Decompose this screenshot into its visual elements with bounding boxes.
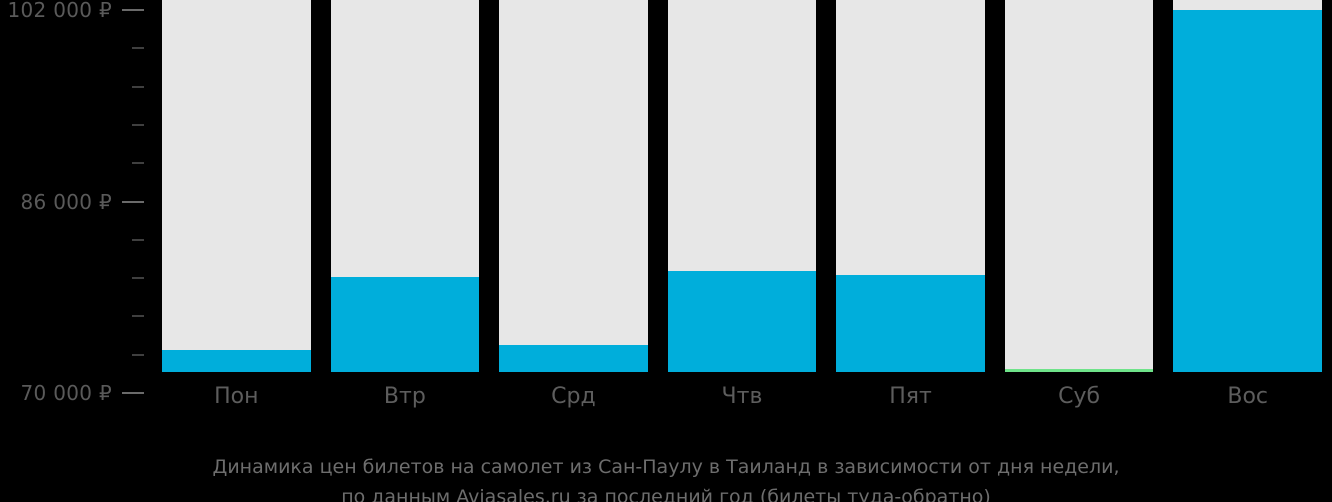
y-axis-tick-minor	[132, 47, 144, 50]
y-axis-tick-minor	[132, 238, 144, 241]
bar-value[interactable]	[330, 276, 480, 372]
x-axis-label-втр: Втр	[383, 384, 426, 409]
y-axis-tick-minor	[132, 85, 144, 88]
plot-area	[152, 0, 1332, 372]
x-axis-label-чтв: Чтв	[721, 384, 763, 409]
x-axis-label-пон: Пон	[214, 384, 259, 409]
y-axis-label-min: 70 000 ₽	[20, 381, 112, 405]
bar-value[interactable]	[667, 270, 817, 372]
bar-column[interactable]	[1004, 0, 1154, 372]
bar-column[interactable]	[499, 0, 648, 372]
bar-value[interactable]	[1004, 369, 1154, 372]
x-axis-label-пят: Пят	[889, 384, 932, 409]
y-axis-tick-minor	[132, 277, 144, 280]
bar-column[interactable]	[1173, 0, 1322, 372]
y-axis-tick-minor	[132, 123, 144, 126]
bar-value[interactable]	[1173, 10, 1322, 372]
y-axis-tick-major	[122, 392, 144, 394]
bar-column[interactable]	[667, 0, 817, 372]
bar-value[interactable]	[499, 345, 648, 372]
bar-value[interactable]	[162, 349, 311, 372]
bar-track	[1004, 0, 1154, 372]
bar-track	[499, 0, 648, 372]
x-axis-label-вос: Вос	[1227, 384, 1269, 409]
y-axis-tick-minor	[132, 315, 144, 318]
y-axis-label-mid: 86 000 ₽	[20, 189, 112, 214]
caption-line-1: Динамика цен билетов на самолет из Сан-П…	[212, 456, 1120, 478]
caption-line-2: по данным Aviasales.ru за последний год …	[341, 486, 991, 502]
bar-value[interactable]	[836, 274, 985, 372]
y-axis-tick-minor	[132, 353, 144, 356]
bar-column[interactable]	[162, 0, 311, 372]
bar-column[interactable]	[330, 0, 480, 372]
y-axis-label-max: 102 000 ₽	[7, 0, 112, 22]
bar-column[interactable]	[836, 0, 985, 372]
bar-track	[162, 0, 311, 372]
chart-caption: Динамика цен билетов на самолет из Сан-П…	[0, 452, 1332, 502]
y-axis-tick-major	[122, 9, 144, 11]
y-axis-tick-minor	[132, 162, 144, 165]
x-axis-label-срд: Срд	[551, 384, 596, 409]
y-axis: 102 000 ₽ 86 000 ₽ 70 000 ₽	[0, 0, 152, 420]
x-axis: Пон Втр Срд Чтв Пят Суб Вос	[152, 372, 1332, 430]
y-axis-tick-major	[122, 200, 144, 203]
x-axis-label-суб: Суб	[1058, 384, 1101, 409]
